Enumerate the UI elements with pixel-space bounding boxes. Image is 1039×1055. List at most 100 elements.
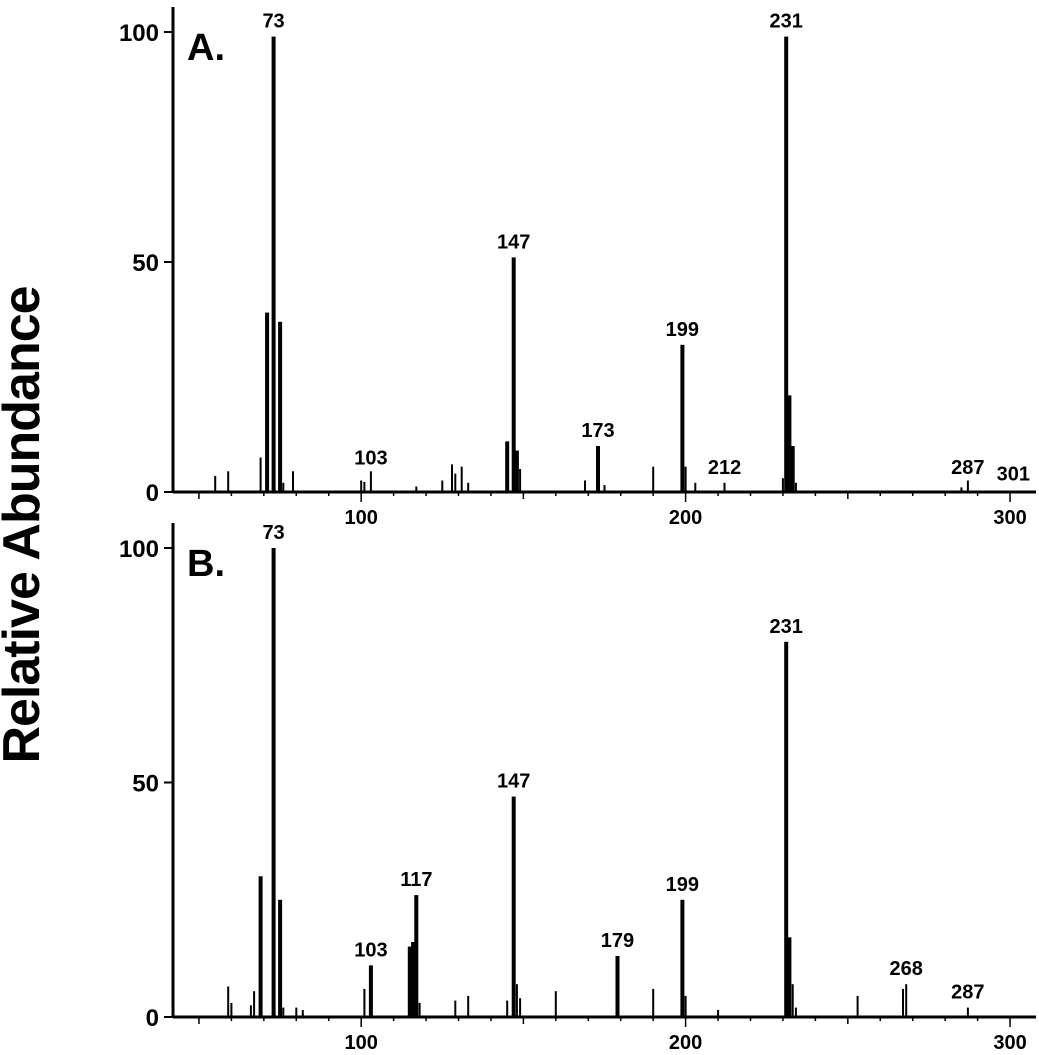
peak-bar — [278, 899, 283, 1018]
peak-bar — [258, 876, 263, 1017]
peak-label: 212 — [708, 457, 741, 479]
peak-bar — [249, 1005, 252, 1017]
peak-bar — [519, 469, 522, 492]
peak-bar — [603, 485, 606, 492]
peak-label: 117 — [400, 869, 432, 891]
peak-bar — [278, 321, 283, 492]
peak-bar — [360, 480, 363, 492]
x-tick-label: 300 — [993, 507, 1026, 529]
peak-bar — [265, 312, 270, 492]
peak-bar — [905, 984, 908, 1017]
y-tick-label: 50 — [132, 771, 159, 798]
peak-bar — [418, 1002, 421, 1017]
peak-bar — [301, 1010, 304, 1017]
peak-bar — [787, 937, 792, 1017]
peak-bar — [227, 986, 230, 1017]
peak-bar — [794, 482, 797, 492]
peak-bar — [717, 1010, 720, 1017]
peak-bar — [596, 446, 600, 492]
y-tick-label: 50 — [132, 250, 159, 277]
peak-bar — [856, 995, 859, 1017]
y-tick-label: 0 — [146, 480, 159, 507]
peak-bar — [295, 1007, 298, 1017]
peak-bar — [253, 991, 256, 1017]
peak-label: 179 — [601, 930, 634, 952]
peak-bar — [230, 1002, 233, 1017]
y-tick-label: 0 — [146, 1005, 159, 1032]
peak-bar — [368, 965, 373, 1017]
peak-bar — [794, 1007, 797, 1017]
peak-bar — [363, 988, 366, 1017]
x-tick-label: 200 — [669, 1032, 702, 1050]
peak-bar — [214, 475, 217, 492]
peak-label: 199 — [666, 319, 699, 341]
peak-bar — [441, 480, 444, 492]
peak-bar — [467, 482, 470, 492]
peak-label: 231 — [769, 616, 802, 638]
y-tick-label: 100 — [119, 20, 159, 47]
peak-label: 147 — [497, 231, 530, 253]
peak-label: 231 — [769, 11, 802, 33]
peak-bar — [271, 548, 276, 1017]
peak-bar — [694, 482, 697, 492]
peak-bar — [790, 446, 795, 492]
peak-bar — [652, 466, 655, 492]
peak-label: 268 — [890, 958, 923, 980]
peak-bar — [460, 466, 463, 492]
panel-b: 0 50 100 100 200 300 73 103 117 147 179 199 231 268 28… — [119, 522, 1036, 1054]
peak-bar — [680, 899, 685, 1018]
peak-bar — [781, 478, 784, 492]
peak-label: 103 — [354, 448, 387, 470]
y-axis-label: Relative Abundance — [0, 286, 51, 764]
peak-bar — [411, 942, 416, 1017]
peak-label: 73 — [262, 522, 284, 544]
x-tick-label: 200 — [669, 507, 702, 529]
peak-bar — [960, 487, 963, 492]
peak-bar — [584, 480, 586, 492]
peak-label: 199 — [666, 874, 699, 896]
panel-label: B. — [187, 543, 225, 585]
y-tick-label: 100 — [119, 536, 159, 563]
peak-bar — [680, 344, 685, 492]
peak-bar — [415, 486, 418, 492]
panel-a: 0 50 100 100 200 300 73 103 147 173 199 212 231 287 30… — [119, 7, 1036, 529]
peak-bar — [292, 471, 294, 492]
peak-bar — [784, 36, 789, 492]
peak-bar — [454, 473, 457, 492]
peak-bar — [467, 995, 470, 1017]
peak-bar — [407, 946, 412, 1017]
peak-bar — [723, 482, 726, 492]
peak-bar — [282, 482, 285, 492]
peak-bar — [519, 998, 522, 1017]
peak-label: 287 — [951, 457, 984, 479]
peak-bar — [615, 956, 620, 1017]
panel-label: A. — [187, 27, 225, 69]
peak-label: 73 — [262, 11, 284, 33]
x-tick-label: 100 — [344, 507, 377, 529]
peak-label: 103 — [354, 939, 387, 961]
peak-bar — [554, 991, 557, 1017]
peak-bar — [505, 441, 510, 492]
peak-bar — [652, 988, 655, 1017]
x-tick-label: 300 — [993, 1032, 1026, 1050]
peak-label: 173 — [581, 420, 614, 442]
peak-bar — [514, 450, 519, 492]
peak-bar — [966, 1007, 969, 1017]
peak-bar — [369, 471, 372, 492]
peak-bar — [902, 988, 904, 1017]
peak-bar — [414, 895, 419, 1017]
peak-bar — [259, 457, 262, 492]
peak-label: 147 — [497, 771, 530, 793]
x-tick-label: 100 — [344, 1032, 377, 1050]
peak-bar — [506, 1000, 509, 1017]
peak-bar — [454, 1000, 457, 1017]
peak-bar — [791, 984, 794, 1017]
peak-bar — [271, 36, 276, 492]
peak-bar — [363, 481, 366, 492]
peak-bar — [684, 466, 687, 492]
peak-bar — [451, 464, 453, 492]
peak-label: 287 — [951, 982, 984, 1004]
peak-bar — [282, 1007, 285, 1017]
